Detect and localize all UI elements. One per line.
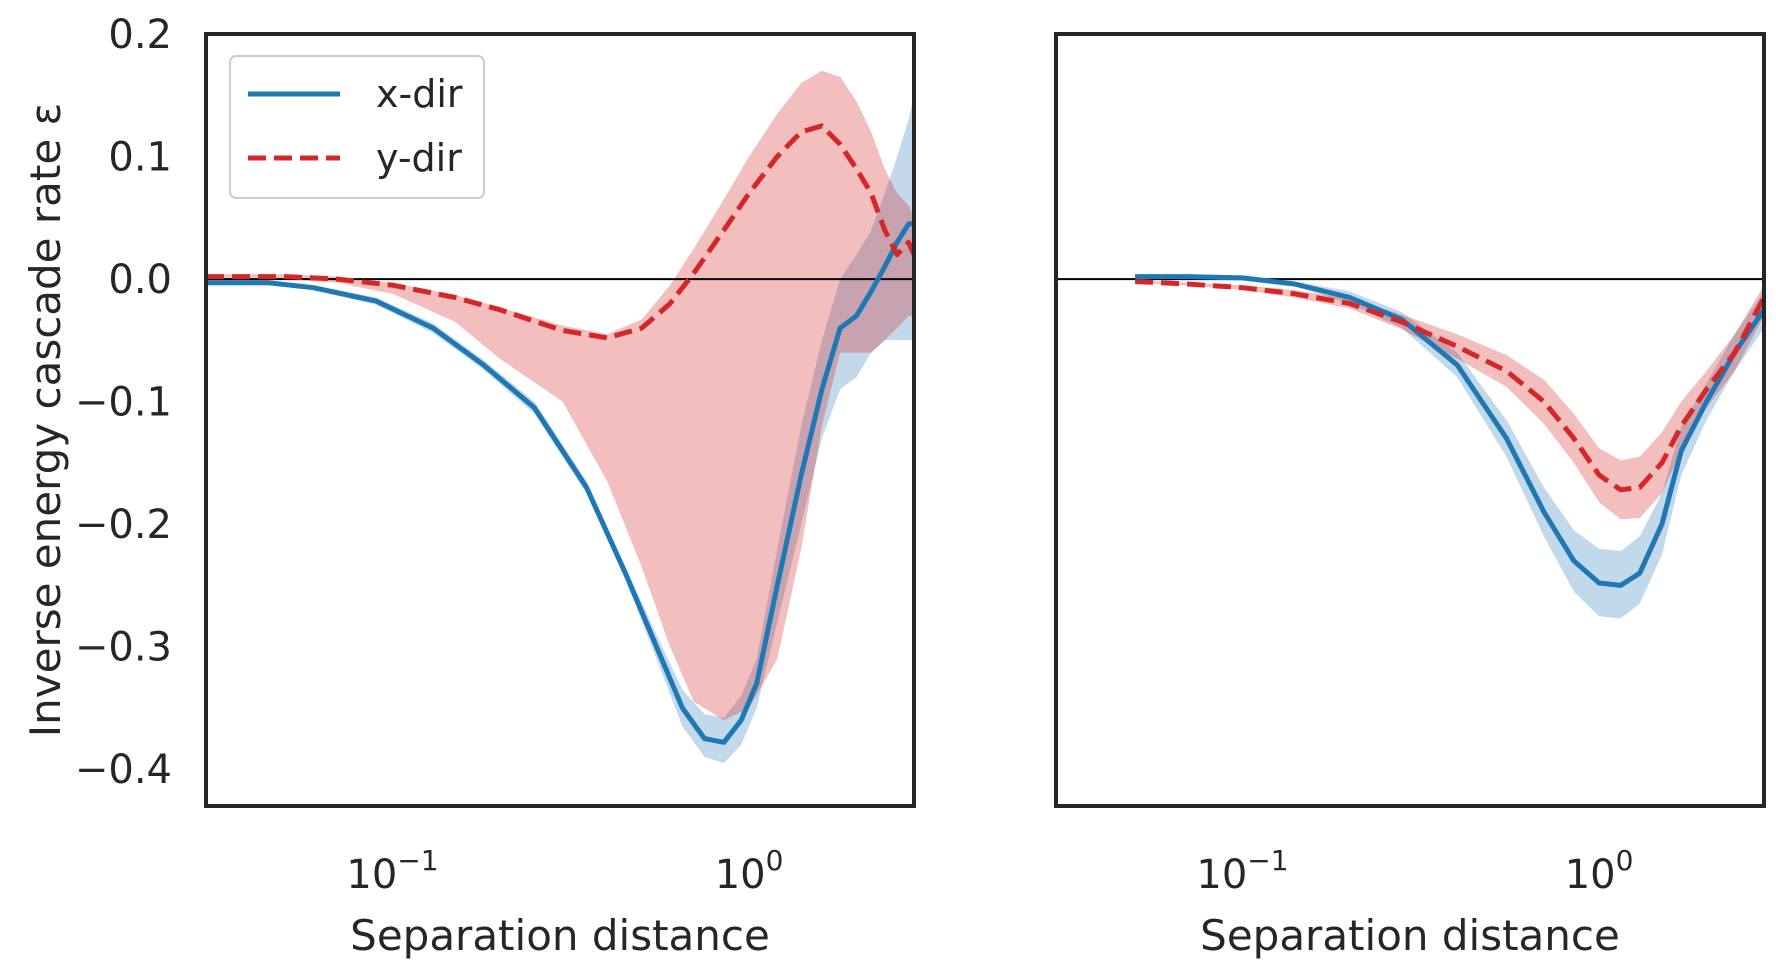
- left-y-tick-label-2: 0.0: [108, 257, 172, 303]
- right-x-axis-label: Separation distance: [1200, 911, 1620, 960]
- right-x-dir-line: [1135, 274, 1764, 588]
- right-x-tick-label-1: 100: [1565, 844, 1634, 898]
- legend: x-dir y-dir: [229, 55, 485, 199]
- left-x-tick-label-0: 10−1: [346, 844, 438, 898]
- right-x-tick-label-0: 10−1: [1196, 844, 1288, 898]
- right-y-dir-line: [1134, 279, 1764, 493]
- left-y-axis-label: Inverse energy cascade rate ε: [21, 103, 70, 738]
- right-axes-frame: [1054, 32, 1766, 808]
- legend-y-dir-label: y-dir: [376, 136, 462, 180]
- left-y-tick-labels: 0.2 0.1 0.0 −0.1 −0.2 −0.3 −0.4: [75, 12, 172, 793]
- left-y-tick-label-6: −0.4: [75, 747, 172, 793]
- left-y-dir-confidence-band: [206, 70, 914, 721]
- right-chart-panel: 10−1 100 Separation distance: [1054, 32, 1766, 960]
- left-x-axis-label: Separation distance: [350, 911, 770, 960]
- left-x-tick-label-1: 100: [715, 844, 784, 898]
- left-y-dir-line: [206, 123, 914, 341]
- right-plot-area: [1056, 274, 1764, 619]
- left-plot-area: [206, 70, 914, 764]
- left-y-tick-label-5: −0.3: [75, 625, 172, 671]
- right-series-group: [1056, 274, 1764, 619]
- left-y-tick-label-0: 0.2: [108, 12, 172, 58]
- left-y-tick-label-4: −0.2: [75, 502, 172, 548]
- left-x-tick-labels: 10−1 100: [346, 844, 783, 898]
- left-y-tick-label-3: −0.1: [75, 380, 172, 426]
- left-chart-panel: 0.2 0.1 0.0 −0.1 −0.2 −0.3 −0.4 10−1 100 Separa…: [21, 12, 916, 960]
- right-y-dir-confidence-band: [1135, 280, 1764, 520]
- legend-x-dir-label: x-dir: [376, 72, 463, 116]
- left-axes-frame: [204, 32, 916, 808]
- left-y-tick-label-1: 0.1: [108, 135, 172, 181]
- right-x-tick-labels: 10−1 100: [1196, 844, 1633, 898]
- left-x-dir-line: [206, 221, 914, 745]
- left-series-group: [206, 70, 914, 764]
